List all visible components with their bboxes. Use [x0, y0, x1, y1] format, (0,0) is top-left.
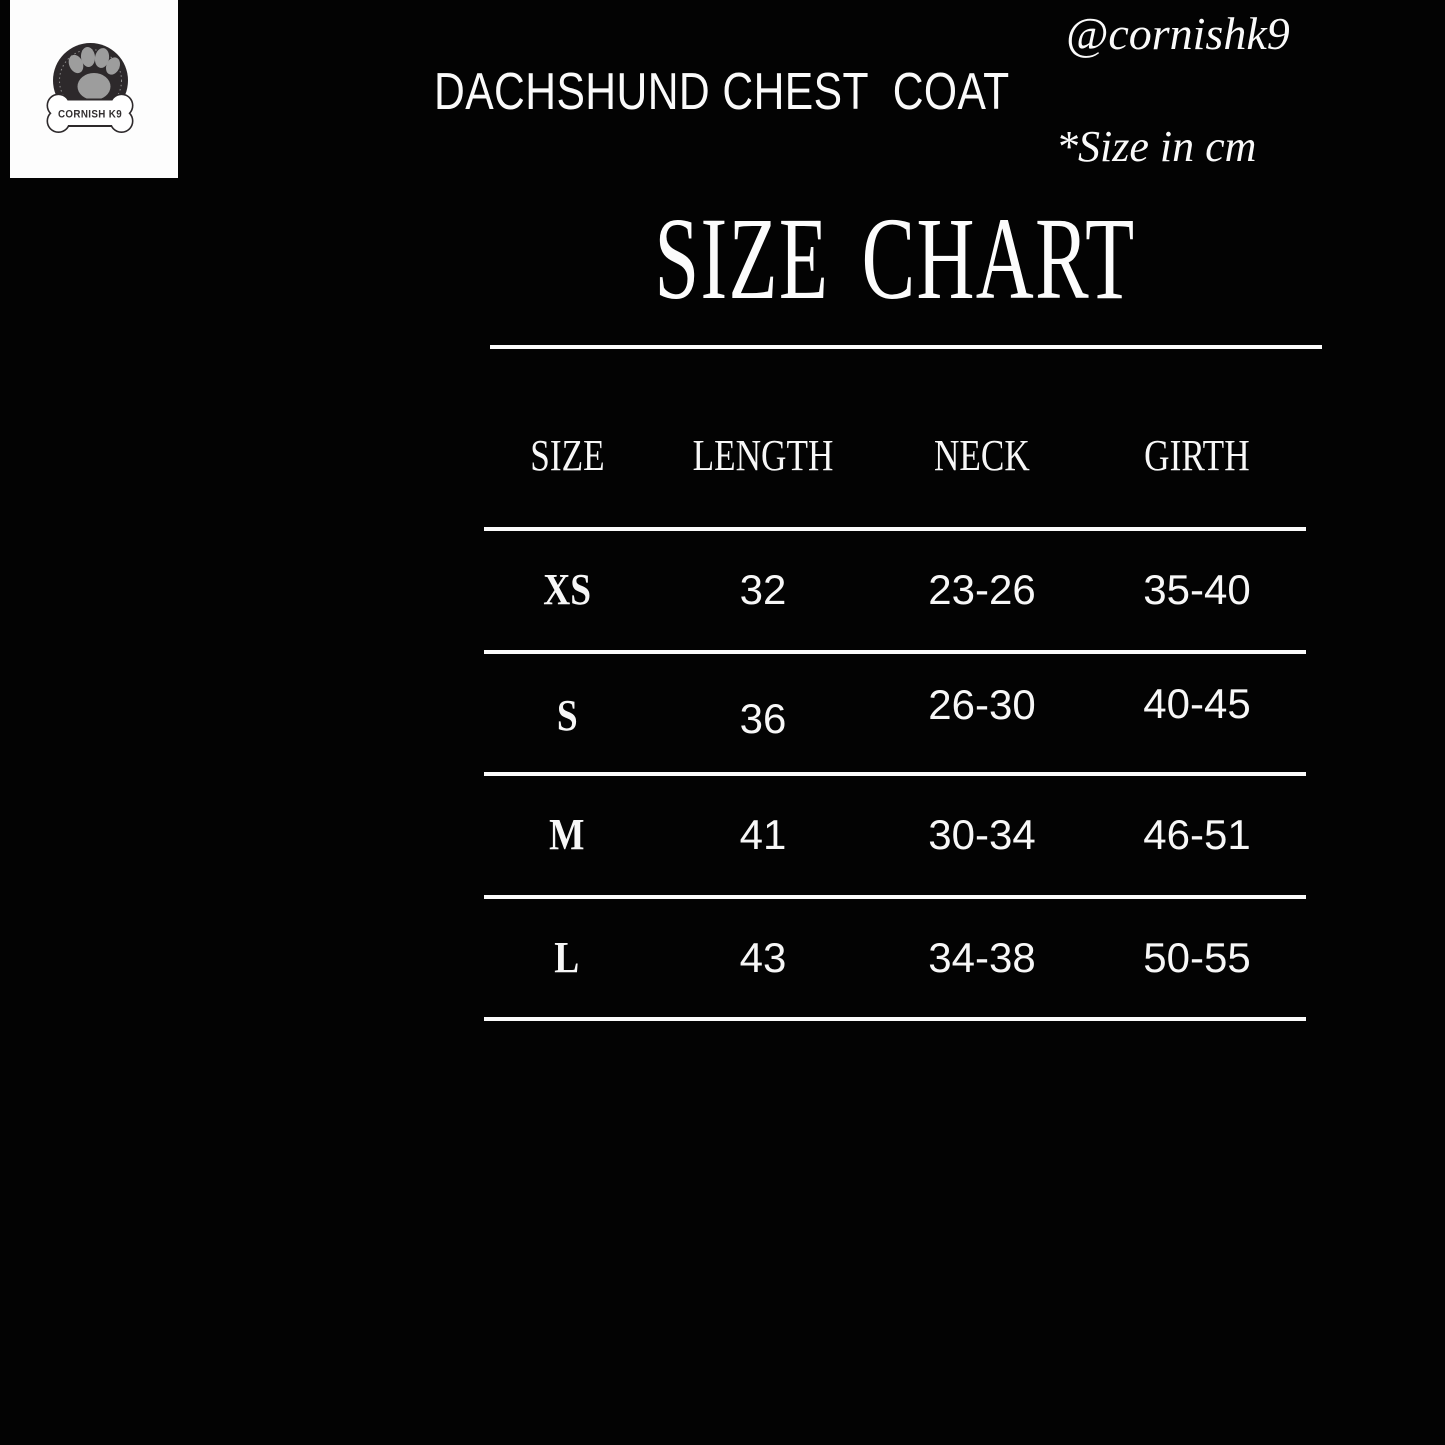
neck-cell: 30-34	[928, 811, 1036, 859]
length-cell: 36	[739, 694, 787, 742]
length-cell: 43	[739, 933, 787, 981]
girth-cell: 46-51	[1143, 811, 1251, 859]
cornish-k9-logo-icon: CORNISH K9	[46, 43, 134, 133]
logo-brand-text: CORNISH K9	[58, 109, 122, 121]
size-table: XS 32 23-26 35-40 S 36 26-30 40-45 M 41 …	[484, 527, 1306, 1021]
neck-cell: 34-38	[928, 933, 1036, 981]
table-row-l: L 43 34-38 50-55	[484, 894, 1306, 1018]
table-header-row: SIZE LENGTH NECK GIRTH	[484, 434, 1306, 478]
table-row-s: S 36 26-30 40-45	[484, 649, 1306, 773]
column-header-girth: GIRTH	[1144, 431, 1250, 480]
girth-cell: 50-55	[1143, 933, 1251, 981]
length-cell: 32	[739, 566, 787, 614]
neck-cell: 23-26	[928, 566, 1036, 614]
paw-icon	[68, 47, 121, 100]
size-cell: S	[556, 690, 578, 740]
size-unit-note: *Size in cm	[1056, 122, 1257, 171]
girth-cell: 35-40	[1143, 566, 1251, 614]
column-header-length: LENGTH	[692, 431, 834, 480]
neck-cell: 26-30	[928, 680, 1036, 728]
length-cell: 41	[739, 811, 787, 859]
page-title: SIZE CHART	[654, 193, 1136, 324]
table-row-m: M 41 30-34 46-51	[484, 772, 1306, 895]
girth-cell: 40-45	[1143, 679, 1251, 727]
product-title: DACHSHUND CHEST COAT	[434, 63, 1010, 121]
bone-icon	[46, 93, 134, 133]
table-row-xs: XS 32 23-26 35-40	[484, 527, 1306, 650]
title-underline	[490, 345, 1322, 349]
social-handle: @cornishk9	[1066, 8, 1290, 59]
column-header-neck: NECK	[934, 431, 1030, 480]
size-cell: XS	[543, 565, 591, 615]
column-header-size: SIZE	[529, 431, 605, 480]
brand-logo: CORNISH K9	[10, 0, 178, 178]
size-cell: L	[554, 932, 580, 982]
size-cell: M	[549, 810, 585, 860]
